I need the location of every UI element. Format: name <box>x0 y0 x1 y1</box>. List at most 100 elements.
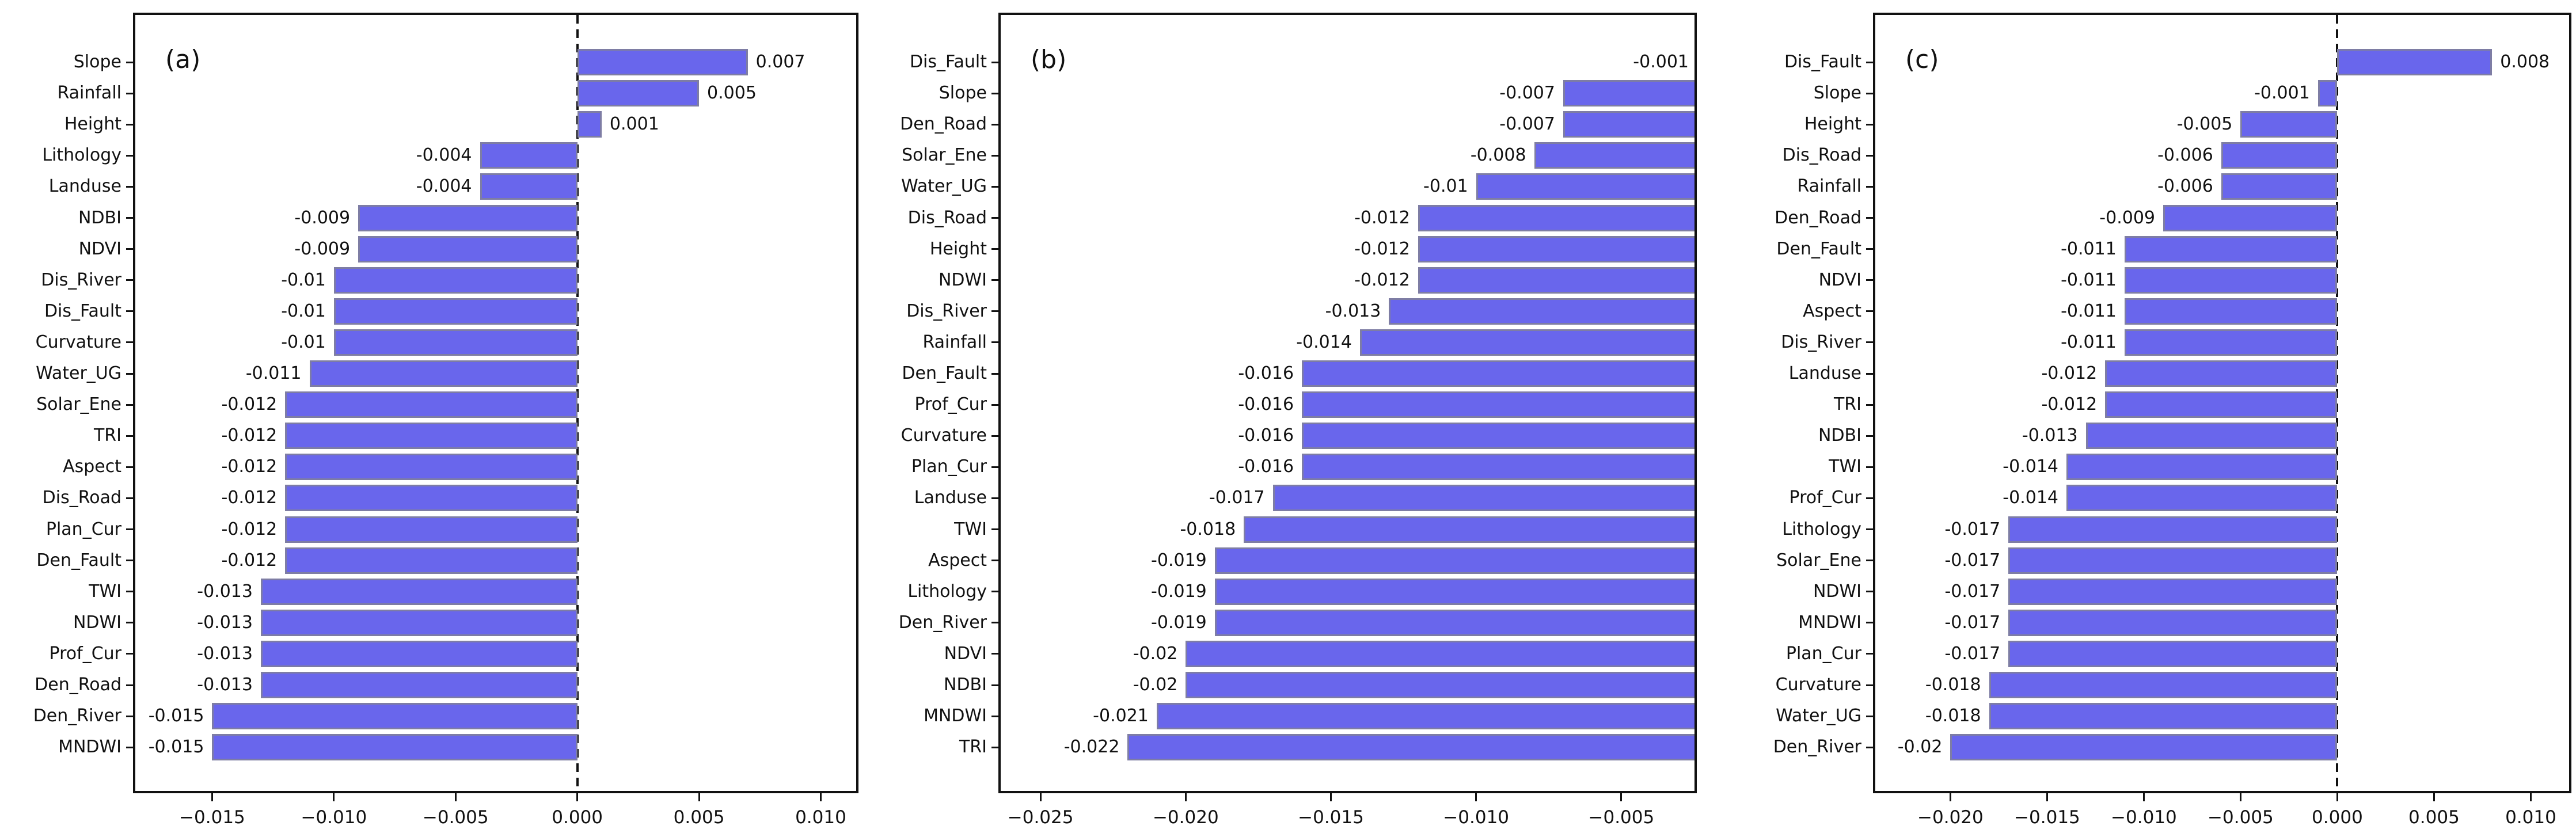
x-tick-mark <box>454 793 457 801</box>
y-tick-mark <box>991 310 998 313</box>
category-label-den_road: Den_Road <box>35 675 121 695</box>
value-label: 0.008 <box>2500 52 2550 72</box>
category-label-rainfall: Rainfall <box>1797 176 1861 197</box>
y-tick-mark <box>126 497 133 499</box>
bar-mndwi <box>212 734 577 761</box>
bar-rainfall <box>1359 329 1697 356</box>
bar-landuse <box>2105 360 2338 387</box>
category-label-prof_cur: Prof_Cur <box>914 394 987 415</box>
value-label: -0.007 <box>1499 83 1555 104</box>
y-tick-mark <box>1866 92 1873 94</box>
value-label: -0.009 <box>2099 207 2156 228</box>
value-label: -0.017 <box>1944 643 2001 664</box>
category-label-ndvi: NDVI <box>944 643 987 664</box>
bar-water_ug <box>309 360 577 387</box>
value-label: 0.007 <box>755 52 806 72</box>
category-label-solar_ene: Solar_Ene <box>36 394 121 415</box>
plot-spine-left <box>998 13 1001 793</box>
bar-prof_cur <box>260 640 577 667</box>
panel-letter-c: (c) <box>1905 45 1939 74</box>
category-label-den_fault: Den_Fault <box>36 550 121 570</box>
value-label: -0.009 <box>294 238 351 259</box>
y-tick-mark <box>1866 341 1873 344</box>
bar-water_ug <box>1989 703 2338 730</box>
bar-den_road <box>1563 111 1697 138</box>
x-tick-mark <box>2433 793 2435 801</box>
bar-den_fault <box>285 547 577 574</box>
y-tick-mark <box>991 497 998 499</box>
bar-slope <box>1563 80 1697 107</box>
category-label-aspect: Aspect <box>63 456 121 477</box>
y-tick-mark <box>1866 653 1873 655</box>
x-tick-mark <box>1475 793 1477 801</box>
category-label-ndwi: NDWI <box>73 612 121 633</box>
category-label-dis_fault: Dis_Fault <box>44 300 121 321</box>
category-label-ndbi: NDBI <box>944 675 987 695</box>
bar-lithology <box>2008 516 2338 543</box>
plot-spine-bottom <box>133 791 858 793</box>
y-tick-mark <box>991 404 998 406</box>
bar-height <box>1418 235 1697 262</box>
category-label-aspect: Aspect <box>928 550 987 570</box>
category-label-ndbi: NDBI <box>1818 425 1861 446</box>
value-label: -0.012 <box>221 394 278 415</box>
value-label: -0.02 <box>1133 643 1178 664</box>
x-tick-label: 0.005 <box>2408 807 2460 828</box>
value-label: -0.018 <box>1925 706 1981 726</box>
x-tick-label: 0.010 <box>2505 807 2556 828</box>
bar-den_road <box>2163 204 2338 231</box>
panel-letter-a: (a) <box>165 45 201 74</box>
plot-spine-top <box>1873 13 2571 15</box>
value-label: -0.02 <box>1133 675 1178 695</box>
value-label: -0.015 <box>148 737 204 758</box>
bar-curvature <box>333 329 577 356</box>
category-label-water_ug: Water_UG <box>36 363 121 383</box>
x-tick-label: −0.005 <box>1588 807 1655 828</box>
bar-tri <box>1127 734 1697 761</box>
x-tick-label: 0.010 <box>795 807 846 828</box>
category-label-slope: Slope <box>73 52 121 72</box>
y-tick-mark <box>1866 560 1873 562</box>
bar-plan_cur <box>2008 640 2338 667</box>
value-label: -0.013 <box>197 643 253 664</box>
y-tick-mark <box>991 591 998 593</box>
y-tick-mark <box>991 466 998 468</box>
value-label: -0.012 <box>221 519 278 539</box>
bar-lithology <box>480 142 577 169</box>
category-label-mndwi: MNDWI <box>924 706 987 726</box>
y-tick-mark <box>126 61 133 63</box>
bar-dis_fault <box>333 298 577 325</box>
category-label-lithology: Lithology <box>1782 519 1861 539</box>
bar-dis_river <box>333 267 577 294</box>
category-label-landuse: Landuse <box>914 488 987 508</box>
y-tick-mark <box>1866 185 1873 188</box>
y-tick-mark <box>126 217 133 219</box>
category-label-ndwi: NDWI <box>938 269 987 290</box>
bar-ndvi <box>358 235 577 262</box>
x-tick-label: −0.025 <box>1007 807 1074 828</box>
y-tick-mark <box>126 653 133 655</box>
category-label-den_river: Den_River <box>1773 737 1861 758</box>
y-tick-mark <box>126 372 133 375</box>
bar-dis_road <box>1418 204 1697 231</box>
bar-twi <box>2066 454 2338 481</box>
category-label-slope: Slope <box>1813 83 1861 104</box>
value-label: -0.01 <box>281 332 326 352</box>
category-label-landuse: Landuse <box>1788 363 1861 383</box>
bar-solar_ene <box>285 391 577 418</box>
value-label: -0.009 <box>294 207 351 228</box>
bar-mndwi <box>1156 703 1697 730</box>
x-tick-label: 0.005 <box>673 807 725 828</box>
value-label: -0.013 <box>197 675 253 695</box>
category-label-solar_ene: Solar_Ene <box>1776 550 1861 570</box>
value-label: -0.022 <box>1063 737 1120 758</box>
x-tick-label: −0.010 <box>1443 807 1510 828</box>
plot-spine-bottom <box>1873 791 2571 793</box>
bar-dis_fault <box>2337 49 2493 75</box>
x-tick-mark <box>211 793 213 801</box>
y-tick-mark <box>991 435 998 437</box>
y-tick-mark <box>126 715 133 717</box>
x-tick-mark <box>2142 793 2145 801</box>
category-label-mndwi: MNDWI <box>58 737 121 758</box>
